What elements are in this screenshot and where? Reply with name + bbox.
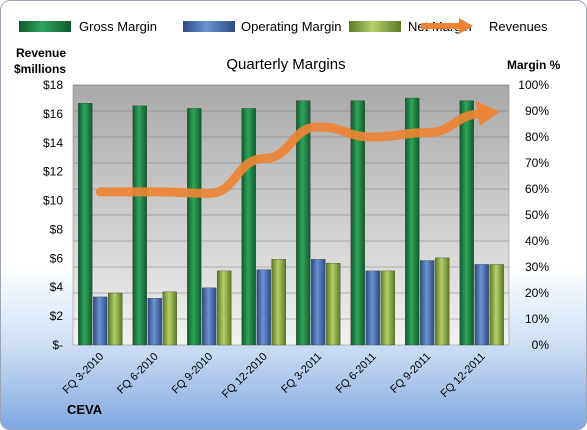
right-tick-label: 70%	[525, 156, 549, 170]
bar-net-margin	[489, 264, 504, 346]
legend-swatch-gross-margin	[19, 21, 71, 32]
right-tick-label: 80%	[525, 130, 549, 144]
bar-net-margin	[326, 262, 341, 346]
bar-gross-margin	[78, 103, 93, 346]
revenue-arrowhead	[475, 100, 500, 126]
bar-net-margin	[271, 259, 286, 346]
right-tick-label: 10%	[525, 312, 549, 326]
category-label: FQ 6-2010	[115, 351, 161, 397]
legend-swatch-operating-margin	[183, 21, 235, 32]
legend: Gross Margin Operating Margin Net Margin…	[19, 18, 548, 34]
left-tick-label: $10	[43, 194, 63, 208]
category-label: FQ 9-2010	[170, 351, 216, 397]
bar-gross-margin	[132, 105, 147, 346]
category-label: FQ 9-2011	[388, 351, 433, 396]
legend-label-gross-margin: Gross Margin	[79, 19, 157, 34]
right-tick-label: 90%	[525, 104, 549, 118]
legend-label-operating-margin: Operating Margin	[241, 19, 341, 34]
legend-label-revenues: Revenues	[489, 19, 548, 34]
revenue-series	[95, 100, 500, 198]
legend-swatch-revenues	[421, 18, 473, 34]
left-tick-label: $16	[43, 107, 63, 121]
bar-net-margin	[217, 270, 232, 346]
bar-operating-margin	[93, 296, 108, 346]
right-tick-label: 50%	[525, 208, 549, 222]
bar-operating-margin	[202, 287, 217, 346]
bar-net-margin	[435, 257, 450, 346]
legend-swatch-net-margin	[349, 21, 401, 32]
bar-operating-margin	[365, 270, 380, 346]
bar-net-margin	[108, 292, 123, 346]
right-tick-label: 60%	[525, 182, 549, 196]
category-label: FQ 6-2011	[334, 351, 379, 396]
chart-title: Quarterly Margins	[226, 56, 345, 73]
bar-gross-margin	[187, 108, 202, 346]
category-label: FQ 12-2010	[220, 351, 270, 401]
bar-gross-margin	[296, 100, 311, 346]
left-tick-label: $14	[43, 136, 63, 150]
footer-label: CEVA	[67, 402, 103, 417]
category-label: FQ 3-2010	[61, 351, 107, 397]
bar-operating-margin	[311, 259, 326, 346]
left-tick-label: $18	[43, 78, 63, 92]
revenue-line	[95, 109, 487, 198]
bar-operating-margin	[147, 298, 162, 346]
category-label: FQ 12-2011	[438, 351, 487, 400]
bar-gross-margin	[459, 100, 474, 346]
left-tick-label: $12	[43, 165, 63, 179]
bar-net-margin	[162, 291, 177, 346]
left-tick-label: $-	[52, 338, 63, 352]
left-tick-label: $6	[50, 251, 64, 265]
right-tick-label: 0%	[532, 338, 550, 352]
bar-operating-margin	[420, 260, 435, 346]
right-tick-label: 40%	[525, 234, 549, 248]
right-tick-label: 100%	[518, 78, 549, 92]
right-tick-label: 20%	[525, 286, 549, 300]
bar-gross-margin	[241, 108, 256, 346]
left-axis-label-line1: Revenue	[16, 46, 66, 60]
category-label: FQ 3-2011	[279, 351, 324, 396]
left-axis-label-line2: $millions	[14, 62, 66, 76]
left-tick-label: $8	[50, 222, 64, 236]
bar-net-margin	[380, 270, 395, 346]
right-tick-label: 30%	[525, 260, 549, 274]
bar-series	[78, 97, 504, 346]
right-axis-label: Margin %	[507, 58, 561, 72]
bar-gross-margin	[405, 97, 420, 346]
bar-gross-margin	[350, 100, 365, 346]
left-tick-label: $4	[50, 280, 64, 294]
left-tick-label: $2	[50, 309, 64, 323]
bar-operating-margin	[256, 269, 271, 346]
bar-operating-margin	[474, 264, 489, 346]
